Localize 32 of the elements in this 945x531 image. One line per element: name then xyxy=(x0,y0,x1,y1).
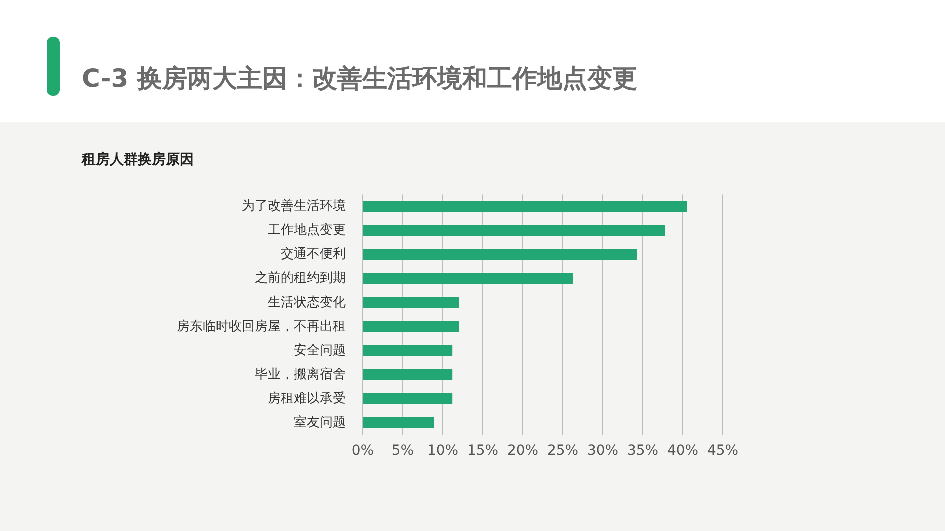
y-tick-label: 毕业，搬离宿舍 xyxy=(255,366,346,382)
y-tick-label: 工作地点变更 xyxy=(268,223,346,238)
x-tick-label: 30% xyxy=(587,443,619,460)
bar xyxy=(364,225,666,236)
y-tick-label: 房东临时收回房屋，不再出租 xyxy=(177,318,346,334)
bar xyxy=(364,321,459,332)
bar xyxy=(364,201,687,212)
y-tick-label: 之前的租约到期 xyxy=(255,271,346,286)
bar xyxy=(364,345,453,356)
bar xyxy=(364,417,434,429)
x-tick-label: 35% xyxy=(627,443,659,460)
x-tick-label: 0% xyxy=(352,443,374,460)
bar xyxy=(364,273,574,284)
y-tick-label: 生活状态变化 xyxy=(268,295,346,310)
y-tick-label: 室友问题 xyxy=(294,414,346,430)
x-tick-label: 25% xyxy=(547,443,579,460)
x-tick-label: 40% xyxy=(667,443,699,460)
bar xyxy=(364,369,453,380)
chart-title: C-3 换房两大主因：改善生活环境和工作地点变更 xyxy=(82,63,638,95)
x-tick-label: 20% xyxy=(507,443,539,460)
y-tick-label: 交通不便利 xyxy=(281,246,346,262)
x-tick-label: 45% xyxy=(707,443,739,460)
text: 租房人群换房原因 xyxy=(82,150,194,170)
bar xyxy=(364,249,638,260)
x-tick-label: 10% xyxy=(427,443,459,460)
y-tick-label: 为了改善生活环境 xyxy=(242,198,346,214)
y-tick-label: 房租难以承受 xyxy=(268,390,346,406)
x-tick-label: 15% xyxy=(467,443,499,460)
y-tick-label: 安全问题 xyxy=(294,342,346,358)
bar xyxy=(364,393,453,404)
bar xyxy=(364,297,459,308)
x-tick-label: 5% xyxy=(392,443,414,460)
